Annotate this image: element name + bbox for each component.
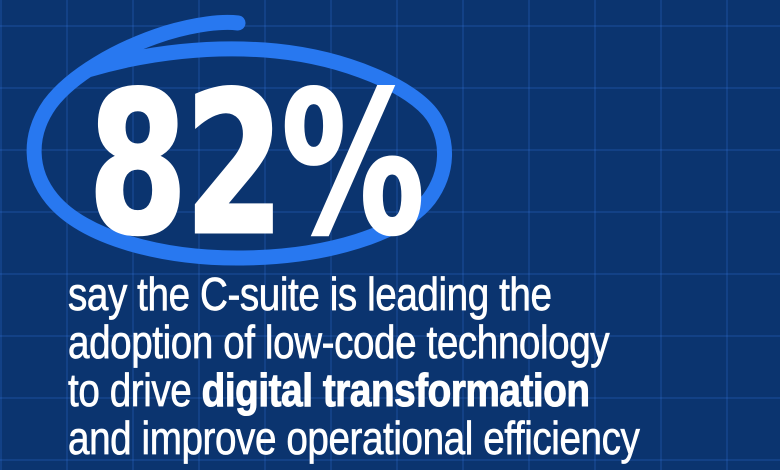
description-line-4: and improve operational efficiency (68, 412, 640, 464)
description: say the C-suite is leading the adoption … (68, 268, 640, 464)
description-line-1: say the C-suite is leading the (68, 268, 553, 320)
description-line-3: to drive digital transformation (68, 364, 639, 416)
description-line-3-bold: digital transformation (201, 364, 590, 416)
description-line-3-prefix: to drive (68, 364, 202, 416)
description-line-2: adoption of low-code technology (68, 316, 610, 368)
stat-value: 82% (87, 51, 426, 279)
